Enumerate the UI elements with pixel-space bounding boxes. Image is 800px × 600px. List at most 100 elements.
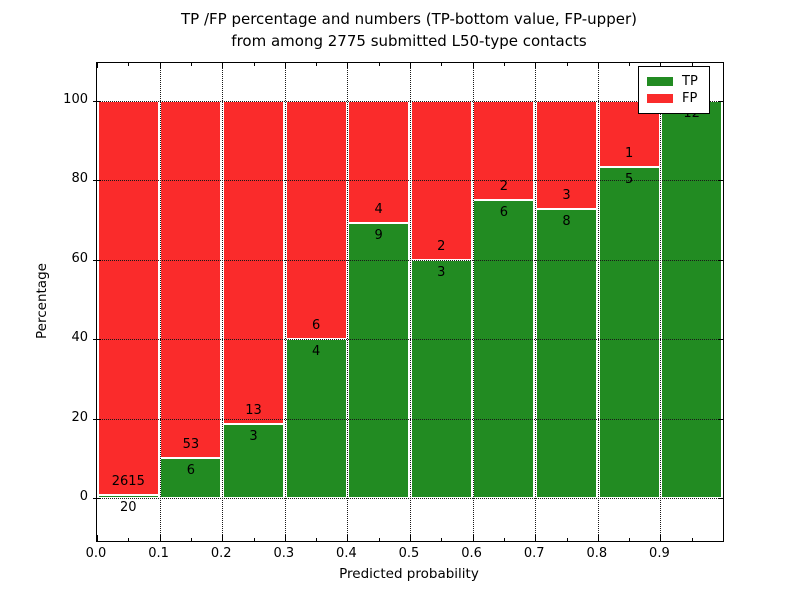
bar-tp-count-label: 20 bbox=[120, 499, 137, 515]
x-tick-bottom bbox=[441, 538, 443, 541]
legend-item-fp: FP bbox=[647, 90, 701, 107]
x-tick-bottom bbox=[723, 535, 724, 541]
x-tick-bottom bbox=[472, 535, 474, 541]
y-tick-right bbox=[718, 418, 723, 420]
bar-tp-count-label: 5 bbox=[624, 172, 634, 188]
bar-segment-tp bbox=[97, 494, 159, 498]
bar-segment-tp bbox=[598, 167, 660, 498]
v-gridline bbox=[660, 63, 662, 541]
x-tick-label: 0.8 bbox=[586, 546, 608, 561]
x-tick-label: 0.0 bbox=[85, 546, 107, 561]
x-tick-top bbox=[503, 63, 505, 66]
x-tick-top bbox=[284, 63, 286, 68]
bar-fp-count-label: 6 bbox=[311, 318, 321, 334]
y-tick-label: 20 bbox=[71, 409, 88, 425]
bar-segment-fp bbox=[160, 101, 222, 458]
x-tick-bottom bbox=[128, 538, 130, 541]
bar-segment-fp bbox=[223, 101, 284, 424]
bar-fp-count-label: 1 bbox=[624, 146, 634, 162]
x-tick-top bbox=[410, 63, 411, 68]
x-tick-top bbox=[128, 63, 130, 66]
x-tick-bottom bbox=[97, 535, 98, 541]
x-tick-top bbox=[253, 63, 255, 66]
x-tick-bottom bbox=[629, 538, 631, 541]
bar-fp-count-label: 13 bbox=[245, 402, 262, 418]
bar-fp-count-label: 3 bbox=[562, 188, 571, 204]
legend-label-tp: TP bbox=[682, 74, 698, 89]
x-tick-top bbox=[378, 63, 380, 66]
y-tick-right bbox=[718, 498, 723, 499]
x-tick-bottom bbox=[316, 538, 318, 541]
x-tick-top bbox=[190, 63, 192, 66]
x-tick-bottom bbox=[222, 535, 224, 541]
v-gridline bbox=[347, 63, 349, 541]
y-tick-left bbox=[93, 418, 101, 420]
x-tick-top bbox=[472, 63, 474, 68]
x-tick-label: 0.4 bbox=[336, 546, 357, 561]
x-tick-bottom bbox=[284, 535, 286, 541]
y-tick-left bbox=[93, 101, 101, 102]
x-tick-bottom bbox=[503, 538, 505, 541]
x-tick-label: 0.2 bbox=[210, 546, 232, 561]
bar-segment-tp bbox=[661, 101, 723, 498]
bar-tp-count-label: 4 bbox=[311, 344, 321, 360]
bar-segment-fp bbox=[285, 101, 347, 340]
y-tick-label: 100 bbox=[63, 92, 88, 107]
x-tick-bottom bbox=[253, 538, 255, 541]
x-tick-bottom bbox=[159, 535, 161, 541]
bar-tp-count-label: 3 bbox=[437, 264, 446, 280]
bar-segment-tp bbox=[160, 457, 222, 498]
y-tick-left bbox=[93, 498, 101, 499]
y-axis-label: Percentage bbox=[34, 263, 50, 339]
bar-segment-tp bbox=[473, 200, 535, 498]
bar-fp-count-label: 2615 bbox=[111, 473, 145, 489]
chart-title: TP /FP percentage and numbers (TP-bottom… bbox=[96, 8, 722, 52]
bar-segment-tp bbox=[223, 423, 284, 498]
v-gridline bbox=[472, 63, 474, 541]
x-tick-bottom bbox=[660, 535, 662, 541]
x-tick-bottom bbox=[535, 535, 537, 541]
bar-fp-count-label: 2 bbox=[437, 238, 446, 254]
x-tick-label: 0.5 bbox=[398, 546, 420, 561]
x-tick-bottom bbox=[597, 535, 599, 541]
bar-segment-fp bbox=[536, 101, 597, 210]
v-gridline bbox=[410, 63, 411, 541]
y-tick-right bbox=[718, 180, 723, 182]
y-tick-left bbox=[93, 180, 101, 182]
x-tick-bottom bbox=[347, 535, 349, 541]
bar-segment-fp bbox=[473, 101, 535, 201]
x-tick-top bbox=[97, 63, 98, 68]
x-tick-top bbox=[159, 63, 161, 68]
v-gridline bbox=[535, 63, 537, 541]
x-tick-bottom bbox=[410, 535, 411, 541]
x-tick-top bbox=[566, 63, 568, 66]
bar-segment-fp bbox=[348, 101, 410, 224]
x-tick-bottom bbox=[378, 538, 380, 541]
x-axis-label: Predicted probability bbox=[339, 566, 479, 582]
bar-tp-count-label: 6 bbox=[186, 462, 196, 478]
v-gridline bbox=[284, 63, 286, 541]
x-tick-top bbox=[723, 63, 724, 68]
x-tick-label: 0.6 bbox=[461, 546, 482, 561]
x-tick-bottom bbox=[566, 538, 568, 541]
x-tick-top bbox=[597, 63, 599, 68]
bar-segment-tp bbox=[536, 209, 597, 498]
bar-tp-count-label: 9 bbox=[374, 228, 383, 244]
v-gridline bbox=[222, 63, 224, 541]
x-tick-label: 0.1 bbox=[148, 546, 169, 561]
x-tick-top bbox=[535, 63, 537, 68]
tp-color-swatch bbox=[647, 77, 673, 86]
y-tick-label: 40 bbox=[71, 330, 88, 346]
x-tick-label: 0.7 bbox=[523, 546, 545, 561]
bar-segment-fp bbox=[97, 101, 159, 495]
bar-segment-tp bbox=[348, 223, 410, 498]
bar-segment-tp bbox=[410, 259, 472, 498]
legend-label-fp: FP bbox=[682, 91, 698, 106]
y-tick-label: 60 bbox=[71, 250, 88, 266]
x-tick-top bbox=[222, 63, 224, 68]
bar-fp-count-label: 53 bbox=[182, 436, 200, 452]
x-tick-top bbox=[691, 63, 693, 66]
x-tick-bottom bbox=[190, 538, 192, 541]
v-gridline bbox=[597, 63, 599, 541]
